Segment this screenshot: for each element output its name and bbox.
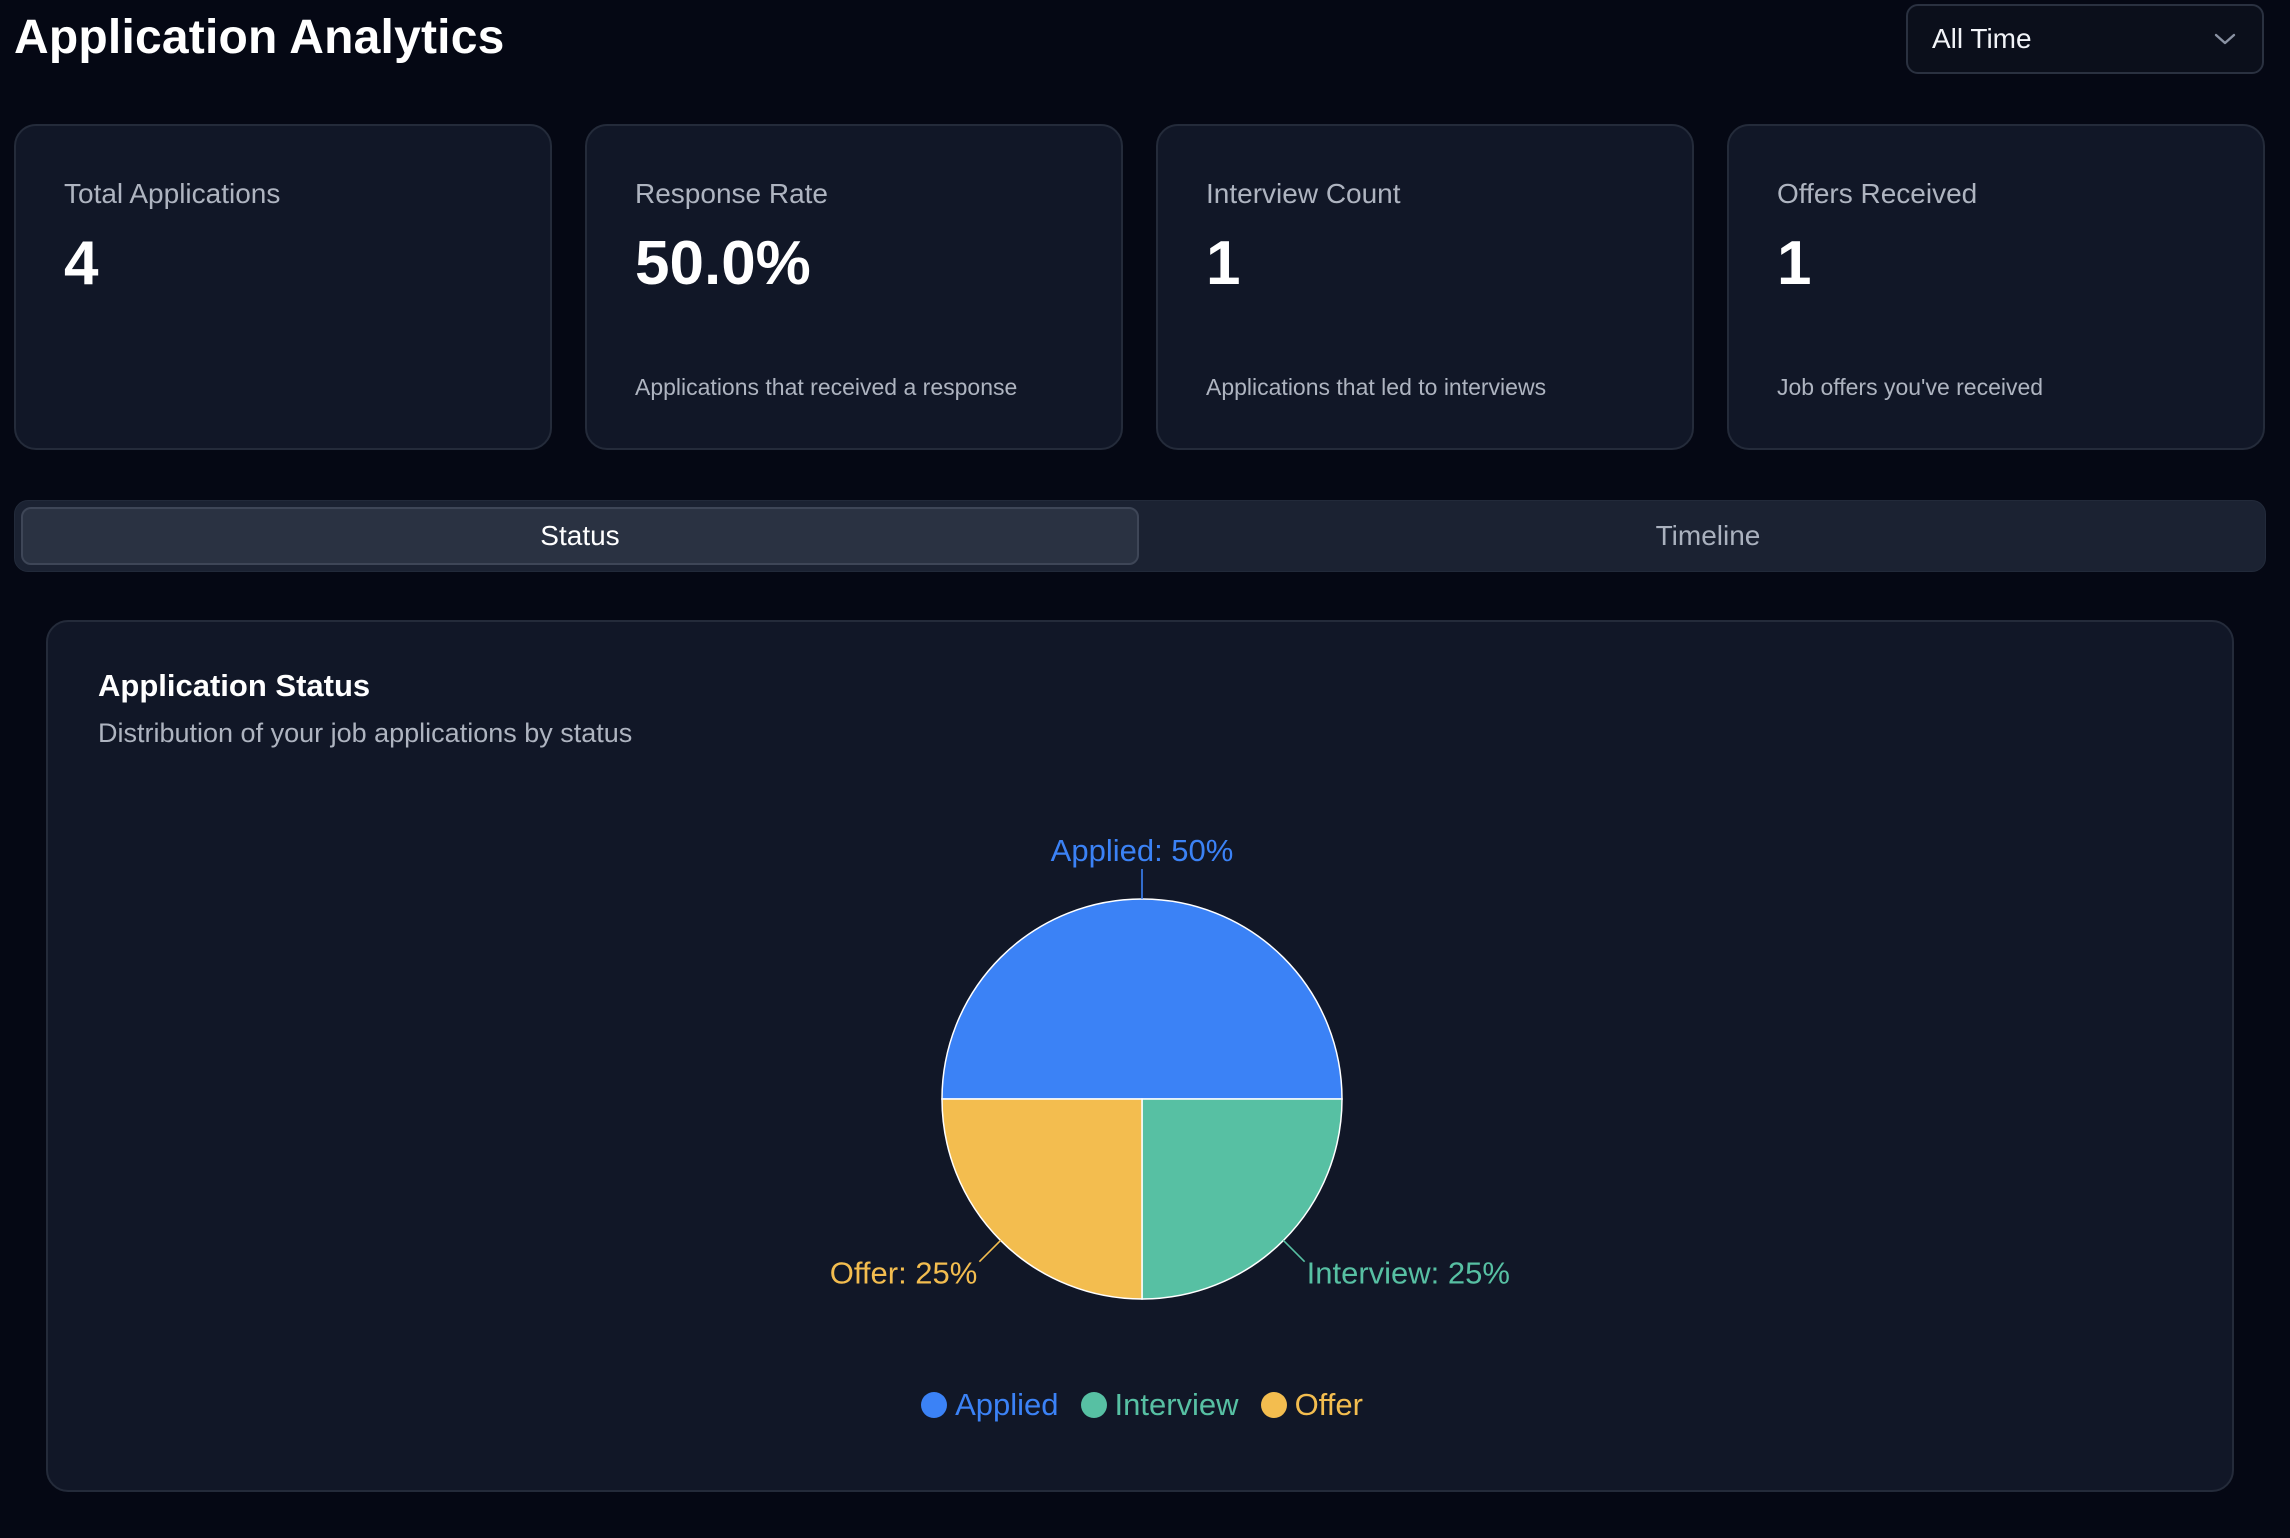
pie-slice-applied[interactable] — [941, 898, 1343, 1100]
stat-label: Offers Received — [1777, 178, 1978, 209]
stat-description: Job offers you've received — [1777, 374, 2044, 400]
data-label-interview: Interview: 25% — [1307, 1256, 1510, 1291]
legend-dot-icon — [921, 1392, 948, 1418]
legend-dot-icon — [1260, 1392, 1287, 1418]
leader-line-interview — [1282, 1239, 1306, 1263]
stat-label: Total Applications — [64, 178, 281, 209]
chart-title: Application Status — [98, 668, 371, 703]
chart-subtitle: Distribution of your job applications by… — [98, 718, 633, 748]
tab-timeline[interactable]: Timeline — [1655, 520, 1761, 551]
status-pie-chart: Applied: 50% Interview: 25% Offer: 25% — [830, 833, 1510, 1300]
time-range-value: All Time — [1932, 23, 2032, 54]
stat-label: Interview Count — [1206, 178, 1401, 209]
chart-legend: Applied Interview Offer — [48, 1387, 2236, 1423]
tab-status[interactable]: Status — [21, 507, 1139, 565]
stat-description: Applications that led to interviews — [1206, 374, 1547, 400]
legend-dot-icon — [1080, 1392, 1107, 1418]
legend-item-applied[interactable]: Applied — [921, 1387, 1059, 1423]
legend-label: Offer — [1294, 1387, 1363, 1422]
legend-label: Interview — [1114, 1387, 1239, 1422]
pie-slice-interview[interactable] — [1141, 1098, 1343, 1300]
data-label-offer: Offer: 25% — [830, 1256, 978, 1291]
stat-value: 4 — [64, 229, 99, 298]
stat-card-total-applications: Total Applications 4 — [14, 124, 552, 450]
application-status-card: Application Status Distribution of your … — [46, 620, 2234, 1492]
stat-value: 50.0% — [635, 229, 811, 298]
stat-description: Applications that received a response — [635, 374, 1018, 400]
page-title: Application Analytics — [14, 11, 505, 64]
legend-label: Applied — [955, 1387, 1059, 1422]
stat-card-response-rate: Response Rate 50.0% Applications that re… — [585, 124, 1123, 450]
legend-item-offer[interactable]: Offer — [1260, 1387, 1363, 1423]
pie-slice-offer[interactable] — [941, 1098, 1143, 1300]
data-label-applied: Applied: 50% — [1051, 833, 1234, 868]
leader-line-offer — [978, 1239, 1002, 1263]
analytics-tabs: Status Timeline — [14, 500, 2266, 572]
stat-value: 1 — [1777, 229, 1812, 298]
stat-card-offers-received: Offers Received 1 Job offers you've rece… — [1727, 124, 2265, 450]
stat-value: 1 — [1206, 229, 1241, 298]
stat-card-interview-count: Interview Count 1 Applications that led … — [1156, 124, 1694, 450]
legend-item-interview[interactable]: Interview — [1080, 1387, 1239, 1423]
time-range-select[interactable]: All Time — [1906, 4, 2264, 74]
stat-label: Response Rate — [635, 178, 829, 209]
chevron-down-icon — [2212, 26, 2238, 52]
